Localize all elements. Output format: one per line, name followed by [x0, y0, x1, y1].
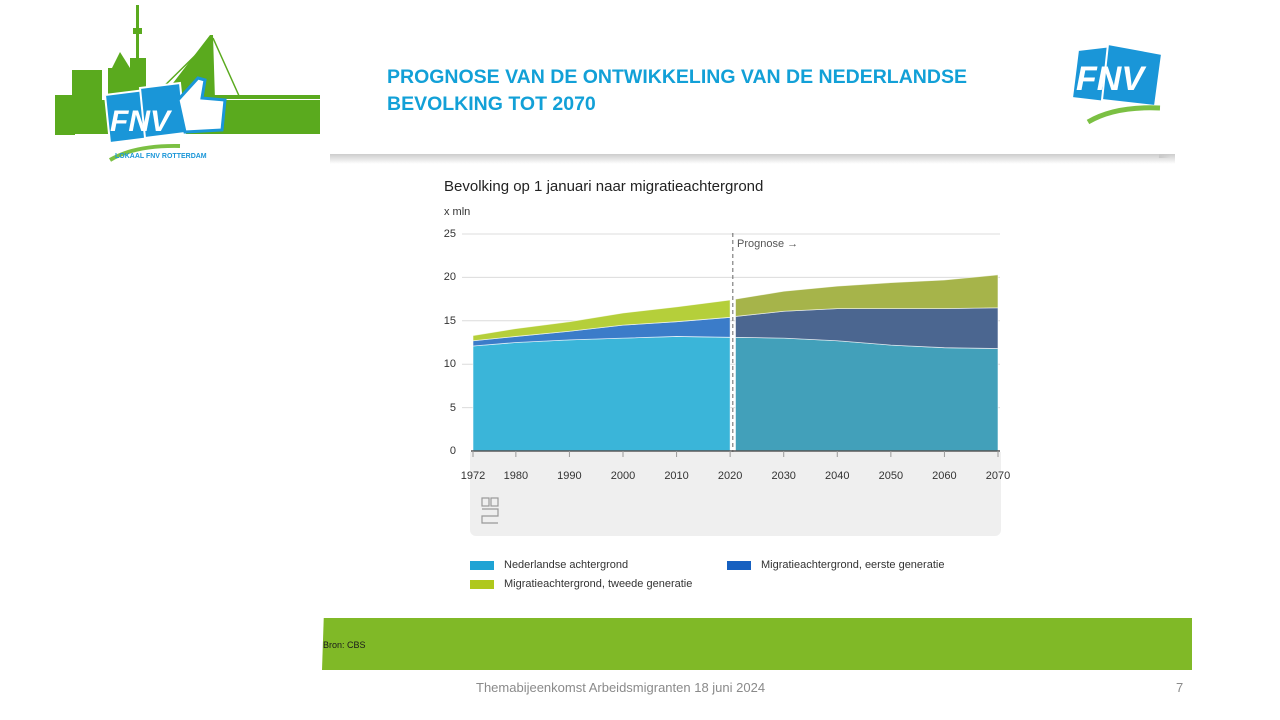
area-forecast-series-0 [735, 336, 999, 452]
logo-caption: LOKAAL FNV ROTTERDAM [115, 153, 207, 160]
area-historical-series-0 [472, 336, 731, 452]
x-tick-label: 1990 [557, 470, 582, 482]
y-tick-label: 20 [443, 271, 456, 283]
title-line-2: BEVOLKING TOT 2070 [387, 93, 596, 115]
x-tick-label: 2050 [878, 470, 904, 482]
area-historical-series-2 [472, 299, 731, 342]
chart-footer-panel [470, 452, 1001, 536]
x-tick-label: 2030 [771, 470, 796, 482]
source-bar [322, 618, 1192, 670]
source-label: Bron: CBS [323, 640, 366, 650]
fnv-logo: FNV [1070, 42, 1164, 125]
legend-swatch [727, 560, 751, 570]
y-tick-label: 10 [443, 358, 456, 370]
x-tick-label: 2010 [664, 470, 689, 482]
legend-item-tweede-generatie: Migratieachtergrond, tweede generatie [470, 578, 692, 590]
legend-swatch [470, 579, 494, 589]
fnv-logo-text: FNV [110, 105, 173, 138]
legend-swatch [470, 560, 494, 570]
legend-item-nederlandse: Nederlandse achtergrond [470, 559, 628, 571]
x-tick-label: 2060 [932, 470, 957, 482]
x-tick-label: 2000 [610, 470, 636, 482]
chart-title: Bevolking op 1 januari naar migratieacht… [444, 178, 764, 195]
forecast-label: Prognose → [737, 238, 799, 250]
page-number: 7 [1176, 680, 1184, 695]
cbs-logo-icon [481, 497, 499, 524]
legend-item-eerste-generatie: Migratieachtergrond, eerste generatie [727, 559, 944, 571]
area-forecast-series-2 [735, 274, 999, 317]
x-tick-label: 2020 [717, 470, 743, 482]
header-banner [322, 14, 1192, 154]
y-tick-label: 25 [443, 228, 456, 240]
legend-label: Migratieachtergrond, tweede generatie [504, 578, 693, 590]
slide-title: PROGNOSE VAN DE ONTWIKKELING VAN DE NEDE… [387, 64, 1047, 118]
fnv-rotterdam-logo: FNV LOKAAL FNV ROTTERDAM [55, 5, 320, 162]
fnv-logo-text: FNV [1076, 60, 1147, 98]
x-tick-label: 2040 [825, 470, 850, 482]
legend-label: Migratieachtergrond, eerste generatie [761, 559, 945, 571]
y-tick-label: 5 [449, 402, 456, 414]
title-line-1: PROGNOSE VAN DE ONTWIKKELING VAN DE NEDE… [387, 66, 967, 88]
footer-text: Themabijeenkomst Arbeidsmigranten 18 jun… [476, 680, 766, 695]
x-tick-label: 1972 [460, 470, 486, 482]
x-tick-label: 2070 [985, 470, 1011, 482]
y-tick-label: 0 [449, 445, 456, 457]
y-tick-label: 15 [443, 315, 456, 327]
legend-label: Nederlandse achtergrond [504, 559, 629, 571]
y-axis-unit: x mln [444, 206, 471, 218]
x-tick-label: 1980 [503, 470, 529, 482]
